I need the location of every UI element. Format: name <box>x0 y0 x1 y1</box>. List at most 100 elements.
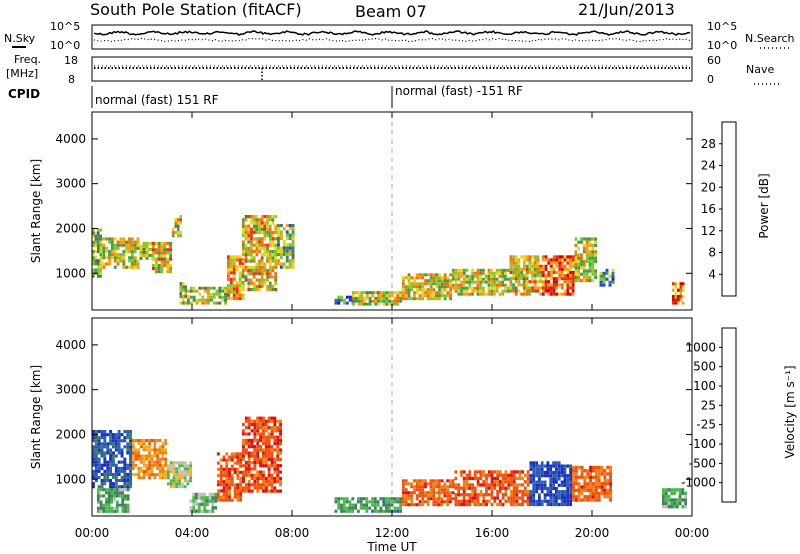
velocity-cell <box>247 483 251 487</box>
velocity-cell <box>262 416 265 420</box>
power-cell <box>577 247 581 251</box>
velocity-cell <box>120 485 124 489</box>
power-cell <box>232 284 236 288</box>
power-cell <box>277 243 280 247</box>
velocity-cell <box>244 461 248 465</box>
power-cell <box>242 243 245 247</box>
power-cell <box>536 258 540 262</box>
power-cell <box>493 280 496 284</box>
velocity-cell <box>538 474 541 478</box>
velocity-cell <box>351 506 355 510</box>
velocity-cell <box>552 486 555 491</box>
velocity-cell <box>132 463 135 467</box>
power-cell <box>139 253 143 257</box>
velocity-cell <box>552 470 555 475</box>
velocity-cell <box>107 500 111 504</box>
power-cell <box>218 292 222 296</box>
velocity-cell <box>175 461 179 465</box>
velocity-cell <box>440 479 444 483</box>
velocity-cell <box>348 500 352 504</box>
power-cell <box>160 254 164 258</box>
power-cell <box>495 268 499 272</box>
velocity-cell <box>540 461 544 465</box>
velocity-cell <box>555 486 558 491</box>
velocity-cell <box>206 502 209 507</box>
velocity-cell <box>262 464 265 468</box>
power-cell <box>468 274 472 278</box>
power-cell <box>105 246 109 250</box>
power-cell <box>446 279 450 283</box>
power-cell <box>396 296 400 300</box>
velocity-cell <box>228 473 231 477</box>
velocity-cell <box>354 506 357 510</box>
power-cell <box>536 267 540 271</box>
power-cell <box>506 286 510 290</box>
velocity-cell <box>183 473 187 477</box>
velocity-cell <box>337 506 341 510</box>
colorbar-tick-label: -100 <box>689 437 716 451</box>
power-cell <box>591 256 595 260</box>
power-cell <box>266 253 269 257</box>
power-cell <box>588 253 592 257</box>
power-cell <box>266 275 269 279</box>
power-cell <box>580 240 583 244</box>
velocity-cell <box>273 416 277 420</box>
velocity-cell <box>113 491 116 495</box>
power-cell <box>195 289 199 293</box>
velocity-cell <box>253 448 257 452</box>
power-cell <box>555 258 559 262</box>
power-cell <box>274 224 277 228</box>
power-cell <box>241 293 245 297</box>
power-cell <box>418 273 422 277</box>
velocity-cell <box>175 473 179 477</box>
velocity-cell <box>512 480 516 484</box>
power-cell <box>99 253 102 257</box>
velocity-cell <box>267 432 271 436</box>
power-cell <box>119 240 123 244</box>
velocity-cell <box>426 500 430 504</box>
power-cell <box>582 263 586 267</box>
velocity-cell <box>253 432 257 436</box>
power-cell <box>238 274 242 278</box>
power-cell <box>465 274 469 278</box>
power-cell <box>413 279 416 283</box>
velocity-cell <box>342 503 346 507</box>
velocity-cell <box>156 460 159 464</box>
velocity-cell <box>137 451 141 455</box>
power-cell <box>580 253 583 257</box>
velocity-cell <box>404 482 408 486</box>
freq-unit-label: [MHz] <box>6 67 38 80</box>
power-cell <box>588 243 592 247</box>
velocity-cell <box>510 470 513 474</box>
power-cell <box>145 241 149 245</box>
velocity-cell <box>250 454 254 458</box>
power-cell <box>432 291 436 295</box>
power-cell <box>555 286 559 290</box>
velocity-cell <box>94 472 98 476</box>
velocity-cell <box>498 480 502 484</box>
velocity-cell <box>373 500 377 504</box>
power-cell <box>172 231 175 235</box>
velocity-cell <box>197 509 201 513</box>
power-cell <box>255 269 259 273</box>
velocity-cell <box>498 499 502 503</box>
velocity-cell <box>270 429 274 433</box>
velocity-cell <box>586 485 590 489</box>
velocity-cell <box>462 470 466 474</box>
power-cell <box>561 255 564 259</box>
power-region <box>672 282 685 305</box>
power-cell <box>357 299 361 303</box>
power-cell <box>291 224 295 228</box>
velocity-cell <box>158 451 162 455</box>
velocity-cell <box>563 483 567 487</box>
power-cell <box>550 286 553 290</box>
velocity-cell <box>164 473 167 477</box>
velocity-cell <box>153 451 157 455</box>
velocity-cell <box>521 476 524 481</box>
velocity-cell <box>424 494 427 498</box>
power-cell <box>285 236 289 240</box>
power-cell <box>252 256 256 260</box>
velocity-cell <box>247 451 251 455</box>
power-cell <box>571 270 575 274</box>
velocity-cell <box>603 485 607 489</box>
